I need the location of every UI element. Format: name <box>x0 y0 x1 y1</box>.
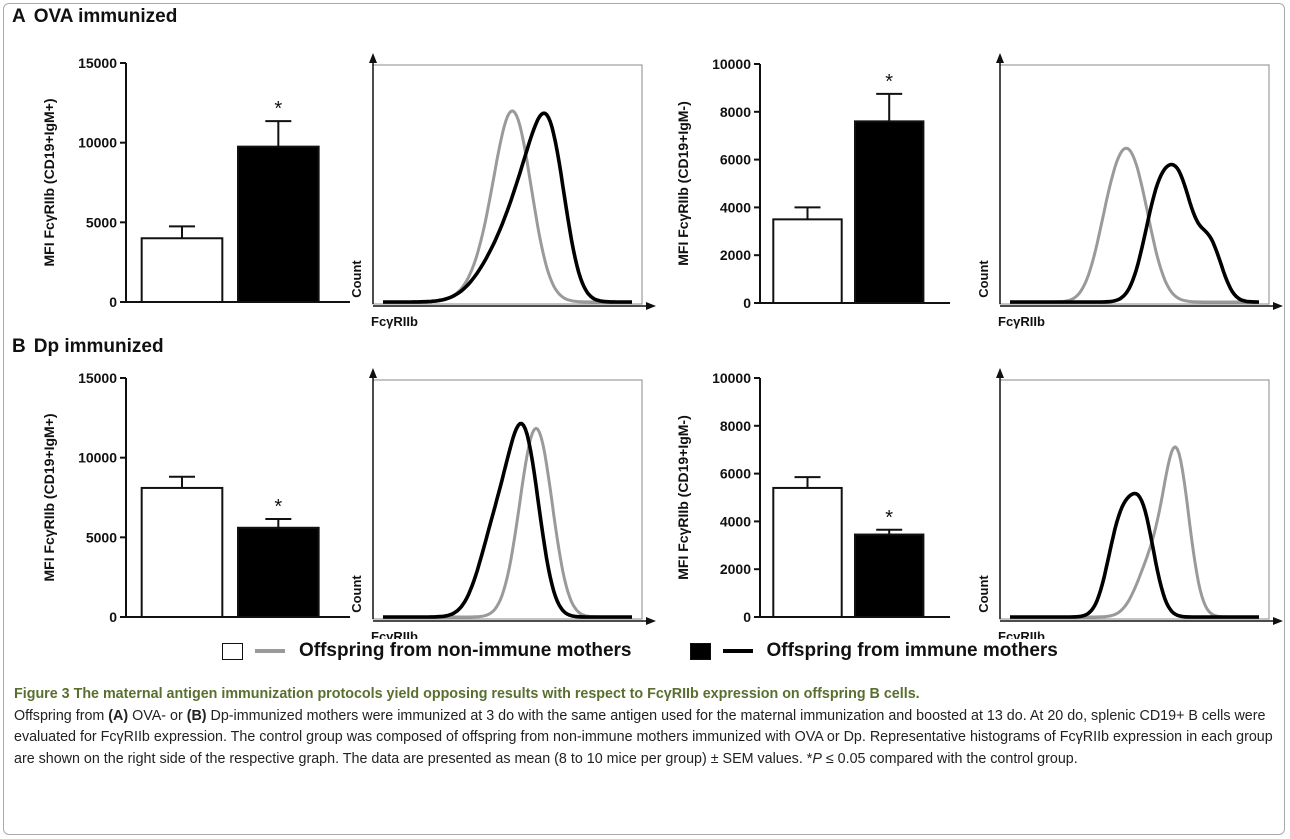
figure-plots: 0 5000 10000 15000 MFI FcγRIIb (CD19+IgM+) * C… <box>41 53 1283 639</box>
caption-title: Figure 3 The maternal antigen immunizati… <box>14 686 920 702</box>
y-tick-label: 15000 <box>78 55 117 71</box>
section-a-letter: A <box>12 6 26 27</box>
immune-histogram-line <box>383 421 632 619</box>
histogram-frame <box>372 64 643 305</box>
y-axis-label: MFI FcγRIIb (CD19+IgM-) <box>675 415 691 580</box>
significance-star: * <box>885 507 893 529</box>
y-tick-label: 6000 <box>720 152 751 168</box>
y-tick-label: 10000 <box>712 370 751 386</box>
hist-y-arrow <box>369 368 377 378</box>
caption-p-symbol: P <box>812 750 822 767</box>
histogram-frame <box>999 64 1270 305</box>
section-b-label: B Dp immunized <box>12 336 164 358</box>
bar <box>140 237 224 303</box>
bar <box>854 533 925 618</box>
y-tick-label: 8000 <box>720 104 751 120</box>
legend-non-immune-label: Offspring from non-immune mothers <box>299 640 632 661</box>
histogram-frame <box>999 379 1270 620</box>
caption-ref-a: (A) <box>108 707 129 724</box>
section-a-title: OVA immunized <box>33 6 178 27</box>
y-tick-label: 15000 <box>78 370 117 386</box>
legend-non-immune-line <box>255 649 285 653</box>
y-axis-label: MFI FcγRIIb (CD19+IgM-) <box>675 101 691 266</box>
y-tick-label: 0 <box>109 609 117 625</box>
y-tick-label: 10000 <box>78 450 117 466</box>
caption-ref-b: (B) <box>186 707 207 724</box>
significance-star: * <box>274 98 282 120</box>
hist-x-arrow <box>1273 302 1283 310</box>
bar <box>237 145 320 303</box>
bar <box>772 218 843 305</box>
hist-y-label: Count <box>976 260 991 298</box>
y-tick-label: 0 <box>743 295 751 311</box>
y-tick-label: 2000 <box>720 247 751 263</box>
hist-x-arrow <box>646 302 656 310</box>
y-tick-label: 4000 <box>720 513 751 529</box>
y-tick-label: 5000 <box>86 529 117 545</box>
histogram-frame <box>372 379 643 620</box>
y-tick-label: 5000 <box>86 214 117 230</box>
bar <box>140 486 224 618</box>
immune-histogram-line <box>383 111 632 304</box>
legend-immune-box <box>689 642 711 660</box>
legend-immune-line <box>722 649 753 653</box>
section-b-title: Dp immunized <box>33 336 164 357</box>
hist-y-arrow <box>996 53 1004 63</box>
y-tick-label: 2000 <box>720 561 751 577</box>
figure-caption: Figure 3 The maternal antigen immunizati… <box>14 684 1276 770</box>
hist-x-label: FcγRIIb <box>998 314 1045 329</box>
y-tick-label: 10000 <box>78 135 117 151</box>
section-a-label: A OVA immunized <box>12 6 177 28</box>
y-axis-label: MFI FcγRIIb (CD19+IgM+) <box>41 98 57 266</box>
bar <box>854 120 925 304</box>
y-tick-label: 0 <box>743 609 751 625</box>
hist-y-label: Count <box>349 575 364 613</box>
caption-text-1: Offspring from <box>14 707 109 724</box>
legend-non-immune-box <box>222 642 243 660</box>
caption-text-4: ≤ 0.05 compared with the control group. <box>821 750 1078 767</box>
bar <box>772 486 843 618</box>
legend-immune-label: Offspring from immune mothers <box>766 640 1058 661</box>
y-tick-label: 8000 <box>720 418 751 434</box>
hist-x-label: FcγRIIb <box>371 314 418 329</box>
hist-y-label: Count <box>976 575 991 613</box>
immune-histogram-line <box>1010 162 1259 304</box>
y-tick-label: 0 <box>109 294 117 310</box>
hist-x-label: FcγRIIb <box>998 629 1045 639</box>
figure-frame <box>3 3 1285 835</box>
hist-y-arrow <box>996 368 1004 378</box>
caption-text-2: OVA- or <box>128 707 187 724</box>
y-axis-label: MFI FcγRIIb (CD19+IgM+) <box>41 413 57 581</box>
y-tick-label: 10000 <box>712 56 751 72</box>
y-tick-label: 6000 <box>720 466 751 482</box>
significance-star: * <box>885 71 893 93</box>
section-b-letter: B <box>12 336 26 357</box>
non-immune-histogram-line <box>1010 445 1259 619</box>
bar <box>237 526 320 618</box>
hist-x-arrow <box>646 617 656 625</box>
hist-x-arrow <box>1273 617 1283 625</box>
significance-star: * <box>274 496 282 518</box>
legend: Offspring from non-immune mothers Offspr… <box>222 636 1058 666</box>
y-tick-label: 4000 <box>720 199 751 215</box>
hist-y-label: Count <box>349 260 364 298</box>
immune-histogram-line <box>1010 491 1259 619</box>
caption-text-3: Dp-immunized mothers were immunized at 3… <box>14 707 1273 767</box>
hist-x-label: FcγRIIb <box>371 629 418 639</box>
hist-y-arrow <box>369 53 377 63</box>
